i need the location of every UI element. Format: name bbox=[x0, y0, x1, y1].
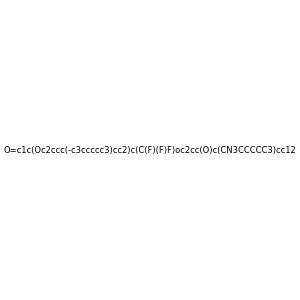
Text: O=c1c(Oc2ccc(-c3ccccc3)cc2)c(C(F)(F)F)oc2cc(O)c(CN3CCCCC3)cc12: O=c1c(Oc2ccc(-c3ccccc3)cc2)c(C(F)(F)F)oc… bbox=[4, 146, 296, 154]
